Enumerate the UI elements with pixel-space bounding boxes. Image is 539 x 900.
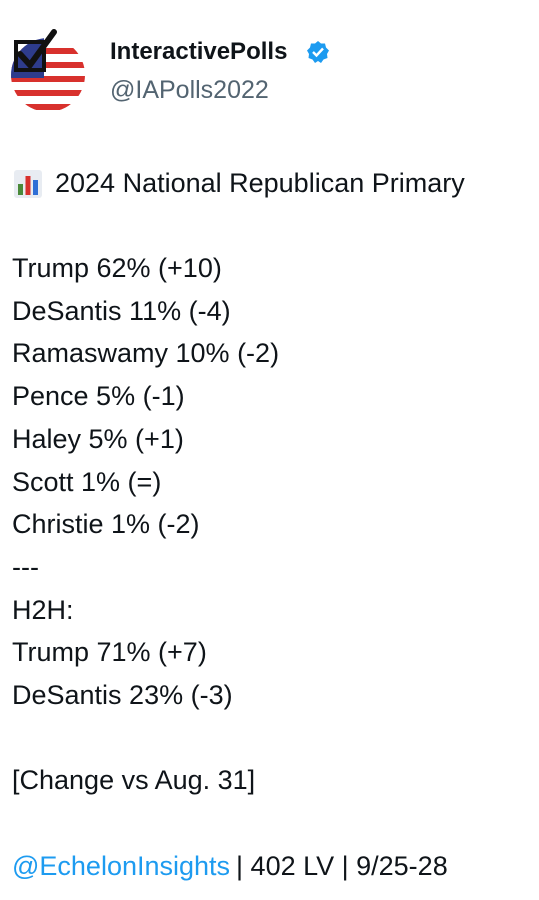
result-line: Haley 5% (+1) — [12, 423, 184, 454]
h2h-line: Trump 71% (+7) — [12, 637, 207, 668]
separator: --- — [12, 551, 39, 582]
display-name[interactable]: InteractivePolls — [110, 38, 288, 65]
result-line: Pence 5% (-1) — [12, 381, 185, 412]
result-line: Christie 1% (-2) — [12, 509, 200, 540]
result-line: DeSantis 11% (-4) — [12, 295, 231, 326]
h2h-line: DeSantis 23% (-3) — [12, 680, 233, 710]
h2h-label: H2H: — [12, 594, 74, 625]
verified-badge — [307, 41, 329, 63]
handle[interactable]: @IAPolls2022 — [110, 76, 269, 104]
result-line: Ramaswamy 10% (-2) — [12, 338, 280, 369]
footer: @EchelonInsights | 402 LV | 9/25-28 — [12, 850, 448, 882]
avatar[interactable] — [10, 28, 86, 114]
chart-emoji — [14, 170, 42, 198]
result-line: Trump 62% (+10) — [12, 253, 222, 283]
mention-link[interactable]: @EchelonInsights — [12, 851, 231, 881]
footer-text: | 402 LV | 9/25-28 — [236, 851, 448, 881]
note: [Change vs Aug. 31] — [12, 765, 256, 796]
post-title: 2024 National Republican Primary — [55, 168, 465, 198]
result-line: Scott 1% (=) — [12, 466, 162, 497]
